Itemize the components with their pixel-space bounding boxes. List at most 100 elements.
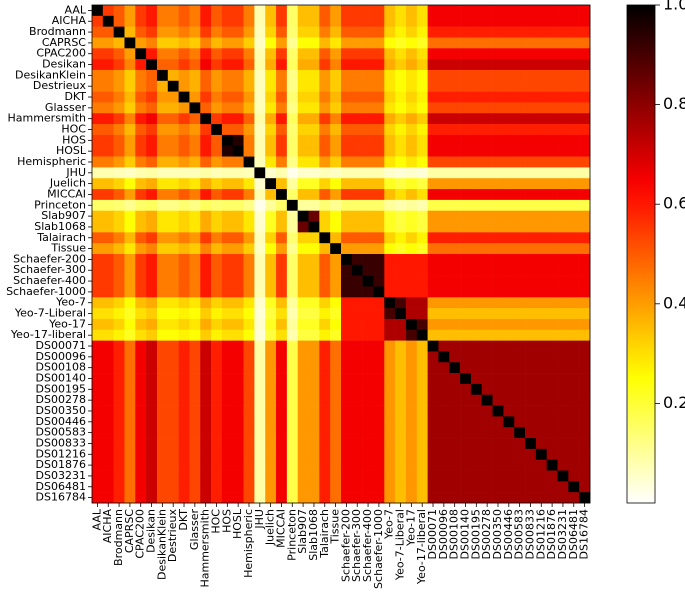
cell <box>200 15 212 27</box>
cell <box>113 459 125 471</box>
cell <box>319 59 331 71</box>
cell <box>503 80 515 92</box>
cell <box>319 199 331 211</box>
cell <box>319 102 331 114</box>
cell <box>470 243 483 255</box>
cell <box>189 297 201 309</box>
cell <box>319 167 331 179</box>
cell <box>200 286 212 298</box>
cell <box>503 91 515 103</box>
cell <box>330 243 342 255</box>
cell <box>438 210 450 222</box>
cell <box>492 438 504 450</box>
cell <box>113 26 125 38</box>
cell <box>535 15 547 27</box>
cell <box>297 243 309 255</box>
cell <box>102 275 114 287</box>
cell <box>416 308 428 320</box>
cell <box>568 448 580 460</box>
cell <box>178 492 190 504</box>
cell <box>351 264 363 276</box>
cell <box>308 156 320 168</box>
cell <box>135 210 147 222</box>
cell <box>265 470 277 482</box>
cell <box>470 48 483 60</box>
cell <box>503 26 515 38</box>
cell <box>373 318 385 331</box>
cell <box>503 232 515 244</box>
cell <box>525 80 537 92</box>
cell <box>156 167 169 179</box>
cell <box>189 69 201 82</box>
cell <box>92 318 104 331</box>
cell <box>492 383 504 396</box>
cell <box>384 221 396 233</box>
cell <box>211 264 223 276</box>
cell <box>286 243 298 255</box>
cell <box>189 416 201 428</box>
cell <box>276 59 288 71</box>
cell <box>546 351 558 363</box>
cell <box>416 80 428 92</box>
cell <box>341 264 353 276</box>
cell <box>427 264 439 276</box>
cell <box>167 481 179 493</box>
cell <box>568 69 580 82</box>
cell <box>525 351 537 363</box>
cell <box>167 59 179 71</box>
cell <box>460 134 472 147</box>
cell <box>405 156 418 168</box>
cell <box>330 178 342 190</box>
cell <box>286 351 298 363</box>
cell <box>405 69 418 82</box>
cell <box>362 80 374 92</box>
cell <box>189 199 201 211</box>
y-tick-label: JHU <box>65 166 86 179</box>
cell <box>579 362 591 374</box>
cell <box>243 243 255 255</box>
cell <box>470 481 483 493</box>
cell <box>243 5 255 17</box>
cell <box>362 156 374 168</box>
cell <box>297 221 309 233</box>
cell <box>146 470 158 482</box>
cell <box>481 405 493 417</box>
cell <box>232 59 244 71</box>
cell <box>286 69 298 82</box>
cell <box>211 59 223 71</box>
cell <box>579 448 591 460</box>
cell <box>481 113 493 125</box>
cell <box>460 102 472 114</box>
cell <box>211 69 223 82</box>
cell <box>460 286 472 298</box>
x-tick-label: Brodmann <box>112 509 125 566</box>
cell <box>254 470 266 482</box>
cell <box>373 362 385 374</box>
cell <box>221 26 234 38</box>
cell <box>449 459 461 471</box>
cell <box>373 481 385 493</box>
cell <box>156 427 169 439</box>
cell <box>286 308 298 320</box>
cell <box>135 199 147 211</box>
cell <box>535 189 547 201</box>
cell <box>427 492 439 504</box>
cell <box>395 102 407 114</box>
cell <box>189 308 201 320</box>
cell <box>427 145 439 157</box>
y-tick-label: DS01216 <box>36 447 86 460</box>
cell <box>189 134 201 147</box>
cell <box>308 5 320 17</box>
cell <box>200 221 212 233</box>
cell <box>470 470 483 482</box>
cell <box>525 308 537 320</box>
cell <box>276 102 288 114</box>
cell <box>135 329 147 341</box>
cell <box>514 254 526 266</box>
cell <box>438 124 450 136</box>
cell <box>525 178 537 190</box>
cell <box>449 199 461 211</box>
cell <box>308 69 320 82</box>
y-tick-label: Princeton <box>34 198 86 211</box>
cell <box>503 448 515 460</box>
